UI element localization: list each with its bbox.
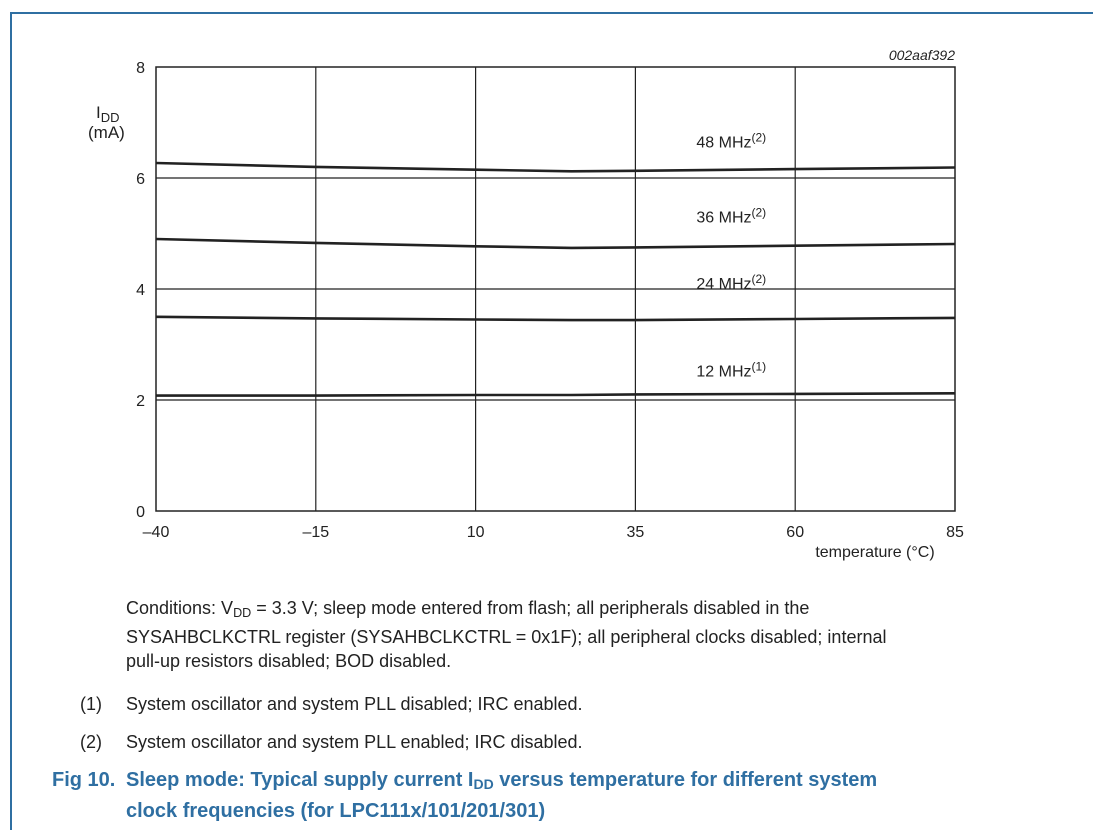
- y-tick-label: 2: [136, 393, 145, 410]
- figure-ref-id: 002aaf392: [889, 47, 955, 63]
- series-label-4: 12 MHz(1): [696, 360, 766, 381]
- y-tick-label: 6: [136, 171, 145, 188]
- figure-frame: [10, 12, 1093, 830]
- y-axis-label-sub: DD: [101, 110, 120, 125]
- x-tick-label: 35: [627, 524, 645, 541]
- series-label-1: 48 MHz(2): [696, 130, 766, 151]
- conditions-line-1: Conditions: VDD = 3.3 V; sleep mode ente…: [126, 596, 1066, 625]
- series-label-note-3: (2): [752, 272, 767, 286]
- conditions-text: Conditions: VDD = 3.3 V; sleep mode ente…: [126, 596, 1066, 673]
- figure-title: Sleep mode: Typical supply current IDD v…: [126, 767, 1076, 825]
- series-label-note-1: (2): [752, 130, 767, 144]
- x-tick-label: 60: [786, 524, 804, 541]
- x-tick-label: –40: [143, 524, 170, 541]
- series-line-4: [156, 391, 956, 397]
- y-tick-label: 0: [136, 504, 145, 521]
- x-tick-label: –15: [302, 524, 329, 541]
- caption-sub: DD: [473, 776, 494, 792]
- chart: –40 –15 10 35 60 85 0 2 4 6 8 IDD(mA) temperature (°…: [88, 47, 964, 561]
- conditions-rest: = 3.3 V; sleep mode entered from flash; …: [251, 598, 810, 618]
- series-line-3: [155, 315, 956, 322]
- note-2-text: System oscillator and system PLL enabled…: [126, 732, 583, 752]
- figure-title-line-2: clock frequencies (for LPC111x/101/201/3…: [126, 800, 546, 822]
- conditions-prefix: Conditions: V: [126, 598, 234, 618]
- x-tick-label: 85: [946, 524, 964, 541]
- series-label-2: 36 MHz(2): [696, 205, 766, 226]
- caption-text-1: Sleep mode: Typical supply current I: [126, 769, 474, 791]
- note-1-text: System oscillator and system PLL disable…: [126, 694, 583, 714]
- figure-label: Fig 10.: [52, 769, 116, 791]
- series-line-1: [155, 161, 956, 173]
- note-1-number: (1): [80, 694, 102, 714]
- series-label-note-2: (2): [752, 205, 767, 219]
- y-axis-label: IDD: [96, 103, 120, 125]
- note-2-number: (2): [80, 732, 102, 752]
- series-label-note-4: (1): [752, 360, 767, 374]
- caption-text-2: versus temperature for different system: [493, 769, 878, 791]
- series-line-2: [155, 237, 956, 250]
- y-axis-unit: (mA): [88, 123, 125, 142]
- series-label-3: 24 MHz(2): [696, 272, 766, 293]
- conditions-line-2: SYSAHBCLKCTRL register (SYSAHBCLKCTRL = …: [126, 627, 887, 647]
- conditions-line-3: pull-up resistors disabled; BOD disabled…: [126, 651, 452, 671]
- x-tick-label: 10: [467, 524, 485, 541]
- y-tick-label: 4: [136, 282, 145, 299]
- x-axis-label: temperature (°C): [815, 544, 934, 561]
- conditions-sub: DD: [233, 606, 252, 620]
- y-tick-label: 8: [136, 60, 145, 77]
- figure-title-line-1: Sleep mode: Typical supply current IDD v…: [126, 767, 1076, 798]
